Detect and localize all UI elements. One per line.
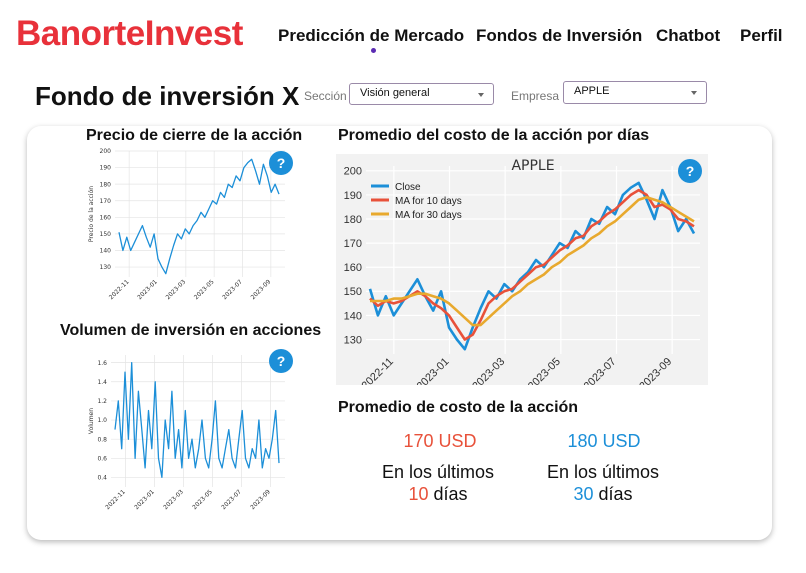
y-tick-label: 1.0 bbox=[97, 417, 107, 424]
avg-30-line2: 30 días bbox=[573, 484, 632, 505]
avg-30-unit: días bbox=[598, 484, 633, 504]
y-tick-label: 170 bbox=[344, 238, 362, 250]
y-tick-label: 140 bbox=[100, 248, 112, 255]
company-select[interactable]: APPLE bbox=[563, 81, 707, 104]
y-tick-label: 1.2 bbox=[97, 398, 107, 405]
y-tick-label: 160 bbox=[344, 262, 362, 274]
y-tick-label: 0.4 bbox=[97, 475, 107, 482]
y-tick-label: 0.6 bbox=[97, 455, 107, 462]
y-tick-label: 200 bbox=[100, 148, 112, 155]
chart-background bbox=[336, 154, 708, 385]
section-select[interactable]: Visión general bbox=[349, 83, 494, 105]
legend-label: Close bbox=[395, 182, 421, 193]
page-title: Fondo de inversión X bbox=[35, 81, 300, 111]
price-chart-title: Precio de cierre de la acción bbox=[86, 127, 303, 144]
chart-background bbox=[85, 345, 292, 511]
chart-background bbox=[85, 147, 292, 310]
price-help-icon[interactable]: ? bbox=[269, 151, 293, 175]
y-tick-label: 130 bbox=[100, 264, 112, 271]
y-tick-label: 190 bbox=[100, 165, 112, 172]
brand-logo[interactable]: BanorteInvest bbox=[16, 14, 243, 53]
y-axis-label: Precio de la acción bbox=[88, 186, 95, 242]
y-axis-label: Volumen bbox=[88, 408, 95, 434]
y-tick-label: 160 bbox=[100, 214, 112, 221]
y-tick-label: 130 bbox=[344, 334, 362, 346]
y-tick-label: 1.6 bbox=[97, 360, 107, 367]
y-tick-label: 180 bbox=[100, 181, 112, 188]
legend-label: MA for 10 days bbox=[395, 196, 462, 207]
volume-chart-title: Volumen de inversión en acciones bbox=[60, 322, 322, 339]
avg-30-line1: En los últimos bbox=[546, 462, 660, 482]
y-tick-label: 170 bbox=[100, 198, 112, 205]
section-label: Sección bbox=[304, 89, 347, 103]
y-tick-label: 150 bbox=[100, 231, 112, 238]
section-select-value: Visión general bbox=[360, 87, 430, 99]
chevron-down-icon bbox=[691, 91, 697, 95]
avg-30-days: 30 bbox=[573, 484, 594, 504]
y-tick-label: 180 bbox=[344, 214, 362, 226]
chevron-down-icon bbox=[478, 93, 484, 97]
avg-30-value: 180 USD bbox=[567, 431, 641, 451]
nav-active-indicator bbox=[371, 48, 376, 53]
company-select-value: APPLE bbox=[574, 85, 610, 97]
nav-prediccion[interactable]: Predicción de Mercado bbox=[278, 26, 465, 45]
series-line-0 bbox=[118, 158, 280, 275]
ma-help-icon[interactable]: ? bbox=[678, 159, 702, 183]
avg-10-line2: 10 días bbox=[408, 484, 467, 505]
nav-perfil[interactable]: Perfil bbox=[740, 26, 783, 45]
series-line-1 bbox=[369, 188, 695, 341]
y-tick-label: 0.8 bbox=[97, 436, 107, 443]
volume-help-icon[interactable]: ? bbox=[269, 349, 293, 373]
nav-fondos[interactable]: Fondos de Inversión bbox=[476, 26, 643, 45]
y-tick-label: 190 bbox=[344, 190, 362, 202]
chart-legend: Close MA for 10 days MA for 30 days bbox=[371, 182, 462, 221]
series-line-0 bbox=[114, 362, 280, 479]
nav-chatbot[interactable]: Chatbot bbox=[656, 26, 721, 45]
avg-10-days: 10 bbox=[408, 484, 429, 504]
avg-title: Promedio de costo de la acción bbox=[338, 399, 579, 416]
y-tick-label: 140 bbox=[344, 310, 362, 322]
avg-10-unit: días bbox=[433, 484, 468, 504]
avg-10-value: 170 USD bbox=[403, 431, 477, 451]
y-tick-label: 1.4 bbox=[97, 379, 107, 386]
ma-chart-title: Promedio del costo de la acción por días bbox=[338, 127, 650, 144]
y-tick-label: 200 bbox=[344, 166, 362, 178]
legend-label: MA for 30 days bbox=[395, 210, 462, 221]
chart-title: APPLE bbox=[511, 158, 554, 174]
y-tick-label: 150 bbox=[344, 286, 362, 298]
series-line-2 bbox=[370, 195, 695, 327]
avg-10-line1: En los últimos bbox=[381, 462, 495, 482]
company-label: Empresa bbox=[511, 89, 560, 103]
